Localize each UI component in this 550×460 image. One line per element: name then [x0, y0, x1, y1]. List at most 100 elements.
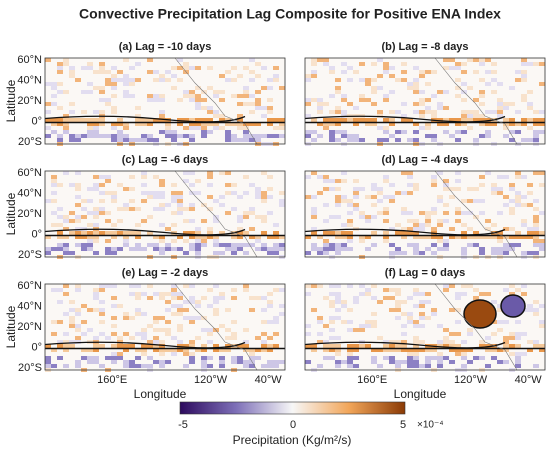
map-cell — [419, 211, 425, 215]
map-cell — [341, 98, 347, 102]
map-cell — [99, 211, 105, 215]
map-cell — [99, 308, 105, 312]
map-cell — [99, 344, 105, 348]
map-cell — [249, 207, 255, 211]
map-cell — [413, 348, 419, 352]
map-cell — [413, 336, 419, 340]
map-cell — [81, 356, 87, 360]
map-cell — [57, 82, 63, 86]
map-cell — [515, 364, 521, 368]
map-cell — [207, 86, 213, 90]
map-cell — [329, 231, 335, 235]
map-cell — [219, 292, 225, 296]
map-cell — [443, 344, 449, 348]
map-cell — [425, 122, 431, 126]
map-cell — [135, 292, 141, 296]
map-cell — [413, 122, 419, 126]
map-cell — [365, 324, 371, 328]
map-cell — [207, 171, 213, 175]
map-cell — [159, 364, 165, 368]
map-cell — [105, 239, 111, 243]
map-cell — [407, 360, 413, 364]
map-cell — [111, 247, 117, 251]
map-cell — [311, 62, 317, 66]
map-cell — [45, 251, 51, 255]
map-cell — [213, 122, 219, 126]
map-cell — [431, 207, 437, 211]
map-cell — [317, 316, 323, 320]
map-cell — [249, 122, 255, 126]
map-cell — [401, 340, 407, 344]
map-cell — [341, 300, 347, 304]
map-cell — [231, 243, 237, 247]
map-cell — [365, 219, 371, 223]
map-cell — [413, 243, 419, 247]
map-cell — [467, 114, 473, 118]
map-cell — [153, 340, 159, 344]
map-cell — [503, 336, 509, 340]
map-cell — [425, 300, 431, 304]
map-cell — [267, 78, 273, 82]
map-cell — [147, 356, 153, 360]
map-border — [304, 57, 546, 145]
map-cell — [359, 215, 365, 219]
map-cell — [177, 247, 183, 251]
map-cell — [347, 308, 353, 312]
map-cell — [395, 340, 401, 344]
map-cell — [347, 320, 353, 324]
map-cell — [153, 235, 159, 239]
map-cell — [473, 138, 479, 142]
map-cell — [401, 70, 407, 74]
map-cell — [267, 187, 273, 191]
map-cell — [237, 360, 243, 364]
coastline — [174, 57, 258, 145]
map-cell — [123, 58, 129, 62]
contour — [304, 228, 506, 236]
map-cell — [87, 328, 93, 332]
map-cell — [491, 183, 497, 187]
map-cell — [533, 300, 539, 304]
map-cell — [135, 114, 141, 118]
map-cell — [135, 296, 141, 300]
map-cell — [497, 251, 503, 255]
map-cell — [503, 235, 509, 239]
contour — [304, 115, 506, 123]
map-cell — [407, 82, 413, 86]
map-cell — [341, 110, 347, 114]
map-cell — [261, 243, 267, 247]
map-cell — [123, 332, 129, 336]
map-cell — [425, 292, 431, 296]
map-cell — [413, 138, 419, 142]
map-cell — [377, 126, 383, 130]
map-cell — [389, 118, 395, 122]
map-cell — [407, 356, 413, 360]
map-cell — [329, 243, 335, 247]
map-cell — [117, 352, 123, 356]
map-cell — [123, 239, 129, 243]
map-cell — [395, 344, 401, 348]
map-cell — [219, 251, 225, 255]
map-cell — [255, 195, 261, 199]
map-cell — [177, 203, 183, 207]
map-cell — [273, 231, 279, 235]
map-cell — [539, 231, 545, 235]
map-cell — [479, 340, 485, 344]
map-cell — [189, 247, 195, 251]
map-cell — [123, 187, 129, 191]
map-cell — [195, 239, 201, 243]
map-cell — [273, 251, 279, 255]
map-cell — [237, 195, 243, 199]
map-cell — [201, 356, 207, 360]
map-cell — [99, 98, 105, 102]
map-cell — [413, 360, 419, 364]
map-cell — [183, 62, 189, 66]
map-cell — [123, 138, 129, 142]
map-cell — [99, 364, 105, 368]
map-cell — [329, 110, 335, 114]
map-cell — [267, 360, 273, 364]
y-tick-label: 0° — [31, 115, 42, 127]
map-cell — [87, 130, 93, 134]
map-cell — [75, 288, 81, 292]
map-cell — [329, 336, 335, 340]
map-cell — [273, 66, 279, 70]
